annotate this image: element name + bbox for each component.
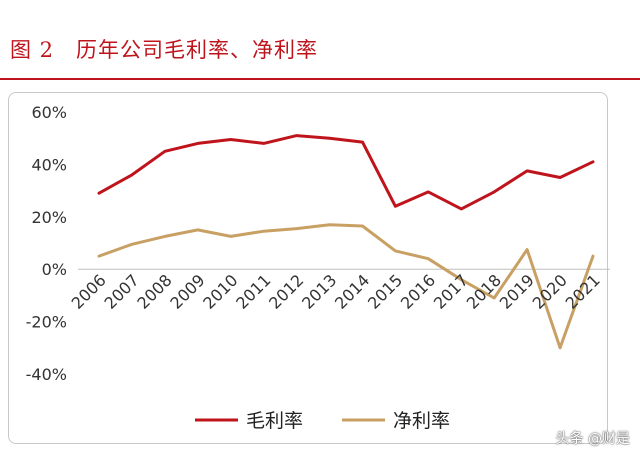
chart-frame bbox=[8, 92, 608, 444]
x-tick-label: 2013 bbox=[298, 271, 340, 313]
x-tick-label: 2021 bbox=[562, 271, 604, 313]
y-tick-label: -40% bbox=[26, 365, 67, 384]
x-axis-tick-labels: 2006200720082009201020112012201320142015… bbox=[68, 271, 604, 313]
x-tick-label: 2007 bbox=[101, 271, 143, 313]
series-line-gross-margin bbox=[97, 134, 595, 211]
x-tick-label: 2010 bbox=[199, 271, 241, 313]
x-tick-label: 2006 bbox=[68, 271, 110, 313]
legend-label: 毛利率 bbox=[246, 410, 303, 432]
y-tick-label: 60% bbox=[31, 103, 67, 122]
figure-title: 图 2 历年公司毛利率、净利率 bbox=[10, 38, 319, 62]
x-tick-label: 2016 bbox=[397, 271, 439, 313]
y-axis-tick-labels: 60% 40% 20% 0% -20% -40% bbox=[26, 103, 67, 384]
title-divider bbox=[0, 78, 640, 80]
x-tick-label: 2009 bbox=[166, 271, 208, 313]
x-tick-label: 2008 bbox=[133, 271, 175, 313]
x-tick-label: 2014 bbox=[331, 271, 373, 313]
x-tick-label: 2019 bbox=[496, 271, 538, 313]
legend-item: 净利率 bbox=[342, 410, 450, 432]
watermark: 头条 @财是 bbox=[555, 431, 630, 447]
y-tick-label: -20% bbox=[26, 313, 67, 332]
legend-label: 净利率 bbox=[393, 410, 450, 432]
series-line-net-margin bbox=[97, 223, 595, 350]
x-tick-label: 2011 bbox=[232, 271, 274, 313]
y-tick-label: 0% bbox=[42, 260, 67, 279]
legend: 毛利率 净利率 bbox=[195, 410, 450, 432]
y-tick-label: 40% bbox=[31, 155, 67, 174]
x-tick-label: 2015 bbox=[364, 271, 406, 313]
y-tick-label: 20% bbox=[31, 208, 67, 227]
x-tick-label: 2012 bbox=[265, 271, 307, 313]
x-tick-label: 2017 bbox=[430, 271, 472, 313]
series-lines bbox=[97, 134, 595, 350]
legend-item: 毛利率 bbox=[195, 410, 303, 432]
